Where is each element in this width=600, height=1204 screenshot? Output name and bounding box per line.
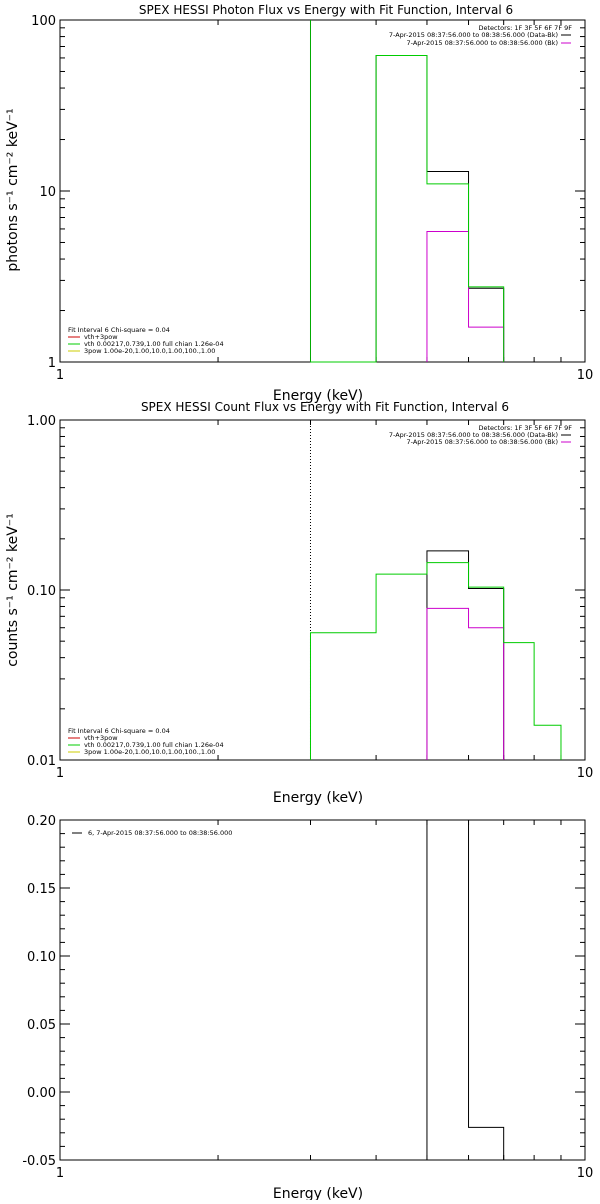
- count-flux-y-tick-label: 1.00: [27, 414, 56, 429]
- count-flux-x-tick-label: 1: [56, 766, 64, 781]
- photon-flux-y-tick-label: 1: [48, 356, 56, 371]
- count-flux-info-header: Detectors: 1F 3F 5F 6F 7F 9F: [478, 424, 572, 432]
- photon-flux-info-header: Detectors: 1F 3F 5F 6F 7F 9F: [478, 24, 572, 32]
- count-flux-info-line-0: 7-Apr-2015 08:37:56.000 to 08:38:56.000 …: [389, 431, 558, 439]
- photon-flux-info-line-0: 7-Apr-2015 08:37:56.000 to 08:38:56.000 …: [389, 31, 558, 39]
- count-flux-series-1: [426, 550, 505, 760]
- residuals-x-tick-label: 1: [56, 1166, 64, 1181]
- count-flux-panel: SPEX HESSI Count Flux vs Energy with Fit…: [5, 400, 593, 806]
- count-flux-series-2: [426, 607, 505, 760]
- residuals-series-1: [426, 819, 505, 1160]
- photon-flux-series-3: [310, 55, 505, 363]
- residuals-x-tick-label: 10: [577, 1166, 594, 1181]
- photon-flux-series-2: [426, 230, 505, 362]
- photon-flux-y-tick-label: 10: [39, 185, 56, 200]
- count-flux-series-3: [309, 562, 562, 760]
- residuals-y-tick-label: 0.20: [27, 814, 56, 829]
- photon-flux-fit-line-0: vth+3pow: [84, 333, 118, 341]
- residuals-xlabel: Energy (keV): [273, 1186, 363, 1200]
- photon-flux-panel: SPEX HESSI Photon Flux vs Energy with Fi…: [5, 3, 593, 404]
- photon-flux-y-tick-label: 100: [31, 14, 56, 29]
- count-flux-ylabel: counts s⁻¹ cm⁻² keV⁻¹: [5, 513, 21, 667]
- count-flux-x-tick-label: 10: [577, 766, 594, 781]
- residuals-panel: Energy (keV) 6, 7-Apr-2015 08:37:56.000 …: [22, 814, 594, 1202]
- count-flux-fit-line-1: vth 0.00217,0.739,1.00 full chian 1.26e-…: [84, 741, 224, 749]
- residuals-y-tick-label: 0.10: [27, 950, 56, 965]
- photon-flux-series-1: [310, 55, 505, 363]
- count-flux-fit-header: Fit Interval 6 Chi-square = 0.04: [68, 727, 170, 735]
- photon-flux-x-tick-label: 10: [577, 368, 594, 383]
- photon-flux-fit-line-1: vth 0.00217,0.739,1.00 full chian 1.26e-…: [84, 340, 224, 348]
- residuals-y-tick-label: 0.00: [27, 1086, 56, 1101]
- residuals-y-tick-label: 0.05: [27, 1018, 56, 1033]
- photon-flux-xlabel: Energy (keV): [273, 388, 363, 404]
- photon-flux-plot-frame: [59, 19, 586, 363]
- residuals-y-tick-label: -0.05: [22, 1154, 56, 1169]
- count-flux-xlabel: Energy (keV): [273, 790, 363, 806]
- photon-flux-x-tick-label: 1: [56, 368, 64, 383]
- residuals-y-tick-label: 0.15: [27, 882, 56, 897]
- count-flux-title: SPEX HESSI Count Flux vs Energy with Fit…: [141, 400, 509, 414]
- count-flux-plot-frame: [59, 419, 586, 761]
- count-flux-y-tick-label: 0.10: [27, 584, 56, 599]
- count-flux-fit-line-2: 3pow 1.00e-20,1.00,10.0,1.00,100.,1.00: [84, 748, 215, 756]
- photon-flux-fit-line-2: 3pow 1.00e-20,1.00,10.0,1.00,100.,1.00: [84, 347, 215, 355]
- residuals-legend-text: 6, 7-Apr-2015 08:37:56.000 to 08:38:56.0…: [88, 829, 232, 837]
- count-flux-info-line-1: 7-Apr-2015 08:37:56.000 to 08:38:56.000 …: [407, 438, 558, 446]
- count-flux-y-tick-label: 0.01: [27, 754, 56, 769]
- photon-flux-info-line-1: 7-Apr-2015 08:37:56.000 to 08:38:56.000 …: [407, 39, 558, 47]
- residuals-plot-frame: [59, 819, 586, 1161]
- photon-flux-fit-header: Fit Interval 6 Chi-square = 0.04: [68, 326, 170, 334]
- photon-flux-title: SPEX HESSI Photon Flux vs Energy with Fi…: [139, 3, 513, 17]
- photon-flux-ylabel: photons s⁻¹ cm⁻² keV⁻¹: [5, 108, 21, 271]
- count-flux-fit-line-0: vth+3pow: [84, 734, 118, 742]
